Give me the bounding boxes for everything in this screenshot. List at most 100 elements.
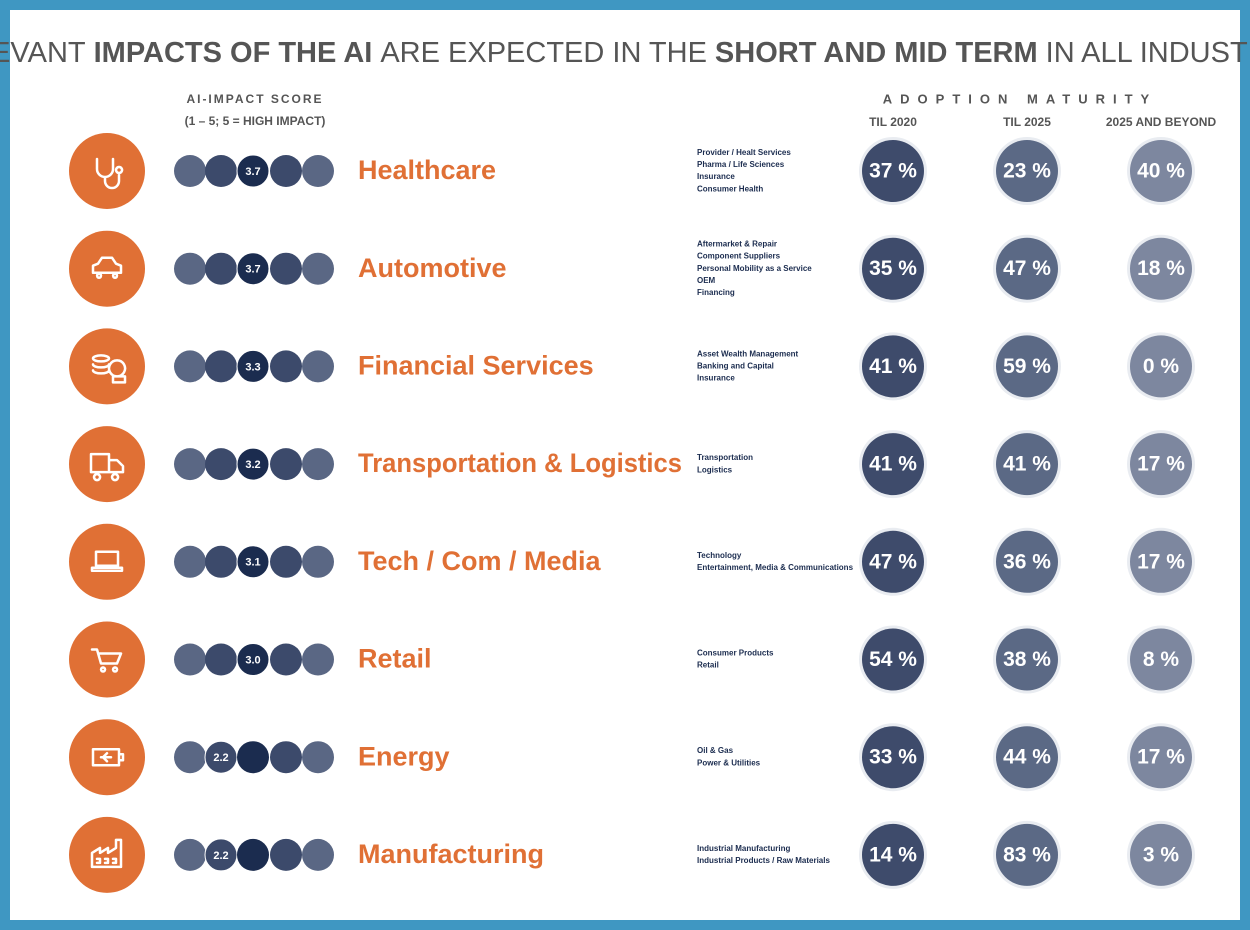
score-dot: [302, 741, 334, 774]
adoption-circle: [1130, 628, 1192, 691]
industry-icon: [89, 452, 125, 482]
score-dot: [302, 545, 334, 578]
adoption-label: 18 %: [1137, 257, 1185, 280]
score-dot: [174, 838, 206, 871]
adoption-label: 17 %: [1137, 550, 1185, 573]
industry-name: Energy: [358, 741, 450, 771]
score-dot: [205, 448, 237, 481]
adoption-label: 14 %: [869, 843, 917, 866]
segment-item: Banking and Capital: [697, 362, 774, 371]
score-dot: [302, 155, 334, 187]
score-dot: [174, 741, 206, 774]
segment-item: Insurance: [697, 172, 735, 181]
adoption-label: 3 %: [1143, 843, 1180, 866]
adoption-label: 54 %: [869, 648, 917, 671]
adoption-label: 44 %: [1003, 746, 1051, 769]
adoption-label: 17 %: [1137, 746, 1185, 769]
score-label: 3.2: [245, 459, 260, 471]
score-dot-active: [236, 252, 270, 286]
segment-item: Financing: [697, 288, 735, 297]
segment-item: Transportation: [697, 453, 753, 462]
score-dot: [174, 545, 206, 578]
score-dot: [302, 643, 334, 676]
industry-name: Transportation & Logistics: [358, 448, 682, 478]
adoption-circle: [1130, 530, 1192, 593]
score-dot: [237, 741, 269, 774]
segment-item: Provider / Healt Services: [697, 148, 791, 157]
adoption-circle: [1130, 823, 1192, 886]
industry-icon: [90, 838, 123, 869]
adoption-circle: [996, 530, 1058, 593]
score-label: 2.2: [213, 752, 228, 764]
industry-icon-bg: [69, 426, 145, 503]
adoption-circle: [996, 823, 1058, 886]
industry-name: Tech / Com / Media: [358, 546, 602, 576]
score-label: 3.0: [245, 654, 260, 666]
adoption-circle: [862, 530, 924, 593]
score-label: 3.7: [245, 264, 260, 276]
score-dot-active: [236, 349, 270, 383]
segment-item: Insurance: [697, 374, 735, 383]
adoption-label: 41 %: [869, 355, 917, 378]
adoption-circle: [1130, 335, 1192, 398]
score-dot: [302, 350, 334, 383]
adoption-column-header: TIL 2020: [869, 115, 917, 129]
score-dot: [174, 155, 206, 187]
score-dot: [270, 838, 302, 871]
industry-icon: [91, 747, 125, 767]
adoption-circle: [862, 140, 924, 202]
adoption-label: 47 %: [869, 550, 917, 573]
score-label: 3.3: [245, 361, 260, 373]
adoption-label: 33 %: [869, 746, 917, 769]
adoption-circle: [1130, 140, 1192, 202]
segment-item: Aftermarket & Repair: [697, 239, 777, 248]
score-dot: [270, 741, 302, 774]
score-dot: [174, 448, 206, 481]
adoption-circle: [862, 335, 924, 398]
adoption-header: ADOPTION MATURITY: [883, 91, 1157, 106]
adoption-label: 83 %: [1003, 843, 1051, 866]
adoption-column-header: 2025 AND BEYOND: [1106, 115, 1217, 129]
title-part: SHORT AND MID TERM: [715, 37, 1038, 69]
title-part: IN ALL INDUSTRIES: [1046, 37, 1250, 69]
segment-item: Industrial Products / Raw Materials: [697, 856, 830, 865]
segment-item: Consumer Products: [697, 649, 774, 658]
adoption-label: 41 %: [869, 453, 917, 476]
adoption-circle: [862, 726, 924, 789]
industry-icon-bg: [69, 230, 145, 307]
segment-item: Component Suppliers: [697, 252, 781, 261]
adoption-label: 40 %: [1137, 160, 1185, 183]
industry-name: Healthcare: [358, 155, 496, 185]
industry-icon: [90, 550, 124, 573]
adoption-circle: [996, 433, 1058, 496]
score-label: 2.2: [213, 850, 228, 862]
score-dot: [237, 838, 269, 871]
title-part: RELEVANT: [0, 37, 86, 69]
score-scale: (1 – 5; 5 = HIGH IMPACT): [185, 114, 326, 128]
industry-name: Retail: [358, 644, 432, 674]
adoption-label: 41 %: [1003, 453, 1051, 476]
adoption-circle: [1130, 237, 1192, 300]
adoption-circle: [996, 335, 1058, 398]
industry-icon: [95, 157, 124, 190]
score-dot-active: [236, 154, 270, 188]
adoption-circle: [1130, 726, 1192, 789]
industry-name: Manufacturing: [358, 839, 544, 869]
score-dot: [205, 252, 237, 285]
segment-item: Oil & Gas: [697, 746, 734, 755]
adoption-label: 47 %: [1003, 257, 1051, 280]
segment-item: OEM: [697, 276, 716, 285]
segment-item: Technology: [697, 551, 742, 560]
adoption-label: 8 %: [1143, 648, 1180, 671]
industry-icon: [91, 256, 123, 279]
adoption-label: 38 %: [1003, 648, 1051, 671]
score-dot: [270, 350, 302, 383]
score-dot: [205, 643, 237, 676]
adoption-label: 35 %: [869, 257, 917, 280]
score-dot: [302, 252, 334, 285]
score-dot-active: [236, 545, 270, 579]
score-dot: [270, 448, 302, 481]
industry-icon-bg: [69, 816, 145, 893]
segment-item: Entertainment, Media & Communications: [697, 563, 854, 572]
